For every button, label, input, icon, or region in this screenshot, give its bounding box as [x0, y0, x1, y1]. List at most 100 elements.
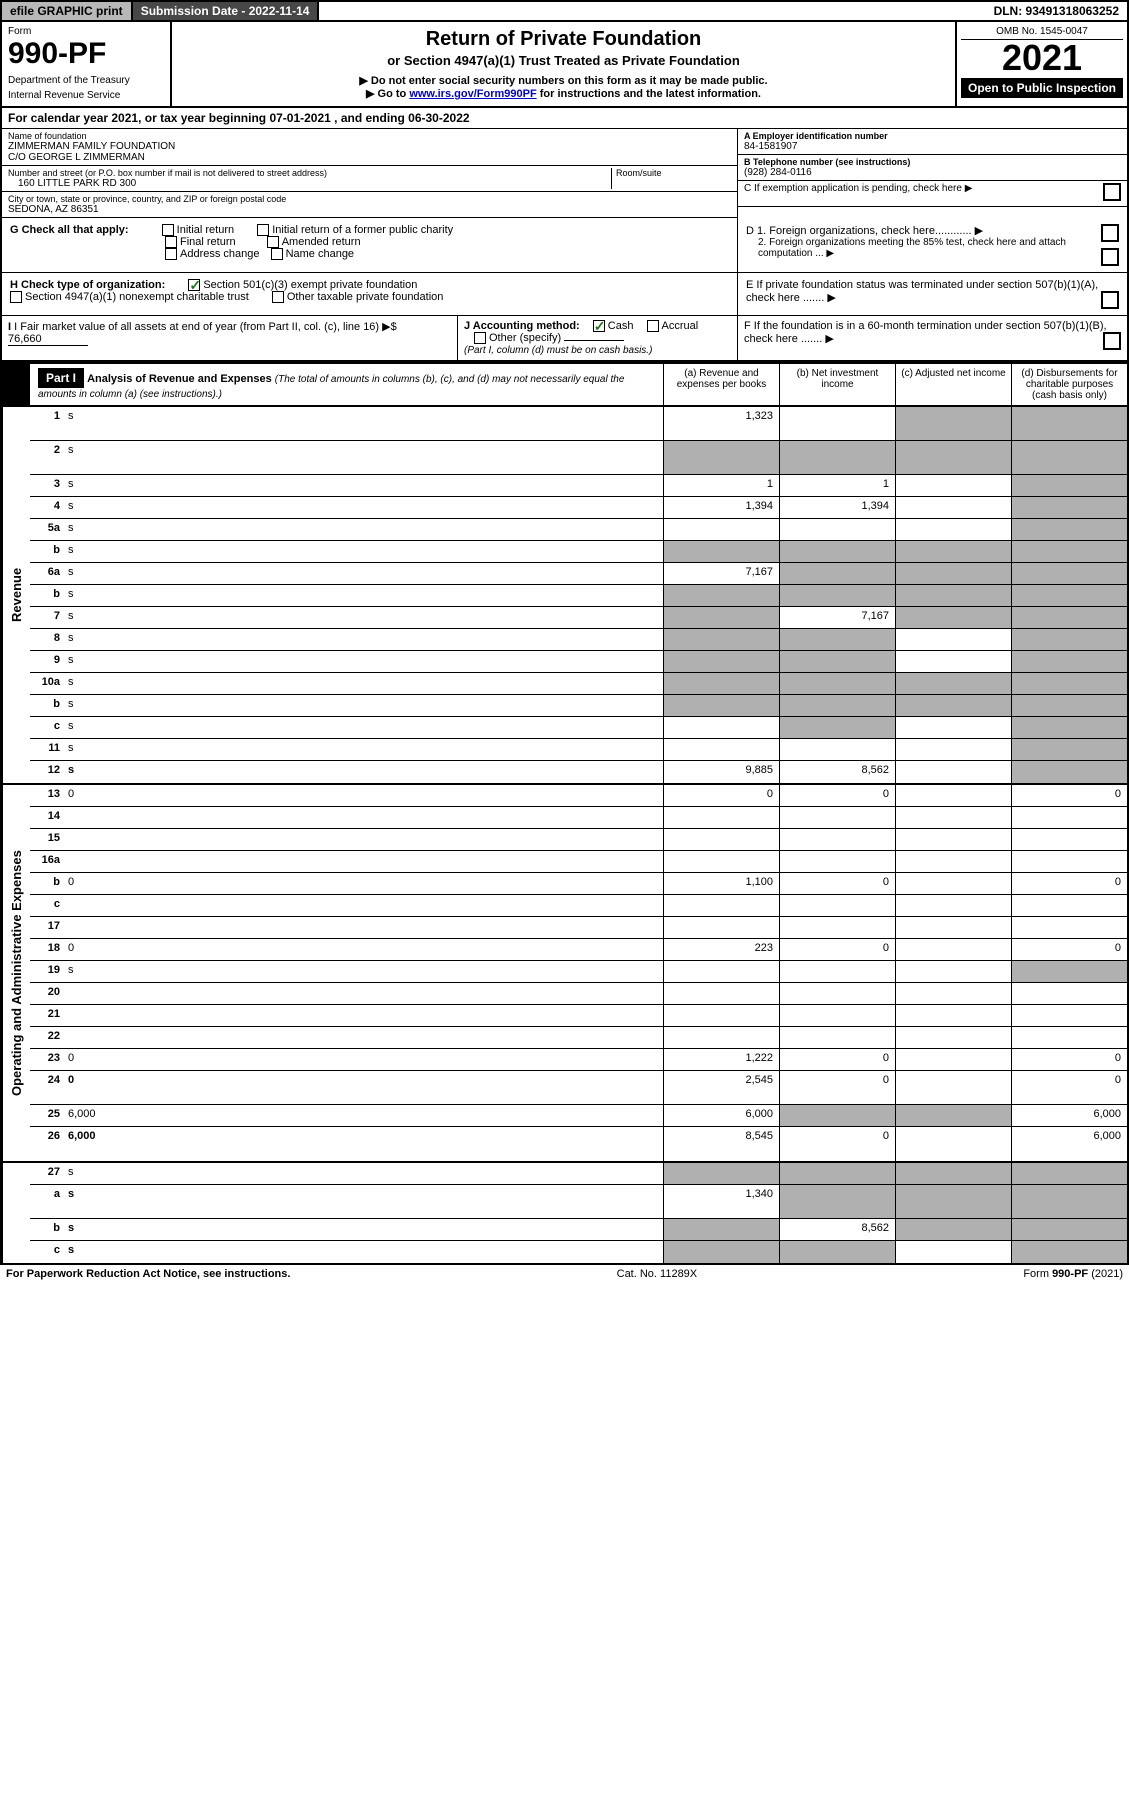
- cell-c: [895, 1127, 1011, 1161]
- cell-a: [663, 717, 779, 738]
- row-num: c: [30, 1241, 64, 1263]
- cell-b: [779, 1105, 895, 1126]
- table-row: 4s1,3941,394: [30, 497, 1127, 519]
- row-desc: 0: [64, 939, 663, 960]
- row-desc: s: [64, 607, 663, 628]
- cell-a: [663, 829, 779, 850]
- table-row: 19s: [30, 961, 1127, 983]
- efile-label[interactable]: efile GRAPHIC print: [2, 2, 133, 20]
- row-desc: s: [64, 1241, 663, 1263]
- cell-b: 7,167: [779, 607, 895, 628]
- cb-name[interactable]: [271, 248, 283, 260]
- bottom-section: 27sas1,340bs8,562cs: [0, 1163, 1129, 1265]
- row-num: c: [30, 895, 64, 916]
- cell-a: 1,394: [663, 497, 779, 518]
- row-num: 27: [30, 1163, 64, 1184]
- cell-c: [895, 407, 1011, 440]
- cb-initial[interactable]: [162, 224, 174, 236]
- revenue-label: Revenue: [2, 407, 30, 783]
- cell-a: 2,545: [663, 1071, 779, 1104]
- table-row: b01,10000: [30, 873, 1127, 895]
- cb-accrual[interactable]: [647, 320, 659, 332]
- cell-c: [895, 1105, 1011, 1126]
- cb-other[interactable]: [474, 332, 486, 344]
- cell-d: [1011, 673, 1127, 694]
- cb-f[interactable]: [1103, 332, 1121, 350]
- cell-d: [1011, 563, 1127, 584]
- row-num: 13: [30, 785, 64, 806]
- table-row: 7s7,167: [30, 607, 1127, 629]
- table-row: 130000: [30, 785, 1127, 807]
- cell-b: [779, 541, 895, 562]
- revenue-section: Revenue 1s1,3232s3s114s1,3941,3945asbs6a…: [0, 407, 1129, 785]
- cell-d: [1011, 983, 1127, 1004]
- cell-d: [1011, 407, 1127, 440]
- cell-c: [895, 541, 1011, 562]
- section-ijf: I I Fair market value of all assets at e…: [0, 316, 1129, 362]
- row-num: 16a: [30, 851, 64, 872]
- cell-a: [663, 1241, 779, 1263]
- cell-c: [895, 807, 1011, 828]
- irs-link[interactable]: www.irs.gov/Form990PF: [409, 88, 536, 100]
- cell-c: [895, 1185, 1011, 1218]
- foundation-info: Name of foundation ZIMMERMAN FAMILY FOUN…: [0, 129, 1129, 218]
- cell-d: [1011, 519, 1127, 540]
- cb-d2[interactable]: [1101, 248, 1119, 266]
- row-desc: s: [64, 497, 663, 518]
- dept-treasury: Department of the Treasury: [8, 75, 164, 86]
- cb-other-tax[interactable]: [272, 291, 284, 303]
- cell-a: [663, 895, 779, 916]
- table-row: 1s1,323: [30, 407, 1127, 441]
- cell-b: [779, 1241, 895, 1263]
- cell-c: [895, 585, 1011, 606]
- cell-b: 0: [779, 1049, 895, 1070]
- table-row: 22: [30, 1027, 1127, 1049]
- cb-final[interactable]: [165, 236, 177, 248]
- footer-cat: Cat. No. 11289X: [617, 1268, 698, 1280]
- cell-c: [895, 629, 1011, 650]
- cell-a: 6,000: [663, 1105, 779, 1126]
- cell-d: [1011, 607, 1127, 628]
- cell-c: [895, 873, 1011, 894]
- row-desc: s: [64, 1185, 663, 1218]
- cell-c: [895, 673, 1011, 694]
- row-desc: [64, 829, 663, 850]
- table-row: 2s: [30, 441, 1127, 475]
- table-row: 16a: [30, 851, 1127, 873]
- cell-c: [895, 961, 1011, 982]
- checkbox-c[interactable]: [1103, 183, 1121, 201]
- cell-a: 1: [663, 475, 779, 496]
- cb-former[interactable]: [257, 224, 269, 236]
- row-num: b: [30, 541, 64, 562]
- row-desc: s: [64, 673, 663, 694]
- cell-b: 0: [779, 785, 895, 806]
- row-desc: s: [64, 651, 663, 672]
- table-row: 266,0008,54506,000: [30, 1127, 1127, 1161]
- cell-a: [663, 585, 779, 606]
- cell-a: 8,545: [663, 1127, 779, 1161]
- cell-a: [663, 1219, 779, 1240]
- row-num: 9: [30, 651, 64, 672]
- row-num: 12: [30, 761, 64, 783]
- cb-4947[interactable]: [10, 291, 22, 303]
- row-num: 10a: [30, 673, 64, 694]
- cell-a: [663, 441, 779, 474]
- cell-d: [1011, 1219, 1127, 1240]
- cb-e[interactable]: [1101, 291, 1119, 309]
- cell-a: [663, 739, 779, 760]
- cb-amended[interactable]: [267, 236, 279, 248]
- cb-501c3[interactable]: [188, 279, 200, 291]
- section-h-e: H Check type of organization: Section 50…: [0, 273, 1129, 316]
- cell-a: [663, 541, 779, 562]
- cb-d1[interactable]: [1101, 224, 1119, 242]
- row-desc: s: [64, 695, 663, 716]
- footer-form: Form 990-PF (2021): [1023, 1268, 1123, 1280]
- cb-cash[interactable]: [593, 320, 605, 332]
- part1-desc: Part I Analysis of Revenue and Expenses …: [30, 364, 663, 405]
- cb-address[interactable]: [165, 248, 177, 260]
- table-row: 5as: [30, 519, 1127, 541]
- row-num: 21: [30, 1005, 64, 1026]
- cell-a: [663, 695, 779, 716]
- cell-a: [663, 1005, 779, 1026]
- foundation-name-cell: Name of foundation ZIMMERMAN FAMILY FOUN…: [2, 129, 737, 166]
